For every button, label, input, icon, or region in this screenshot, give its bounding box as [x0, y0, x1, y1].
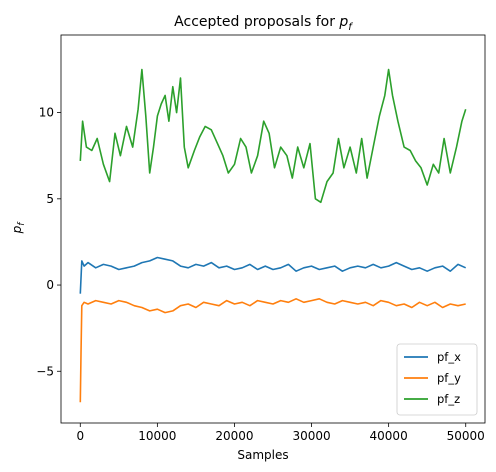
svg-text:pf: pf — [10, 221, 27, 235]
x-tick-label: 40000 — [370, 429, 408, 443]
y-tick-label: 10 — [39, 106, 54, 120]
x-tick-label: 10000 — [138, 429, 176, 443]
y-axis-label: pf — [10, 221, 27, 235]
series-line-pf-z — [79, 68, 467, 204]
axes-frame — [60, 34, 486, 424]
legend-label: pf_y — [437, 371, 461, 385]
y-tick-label: 5 — [46, 192, 54, 206]
x-tick-label: 30000 — [292, 429, 330, 443]
y-tick-label: −5 — [36, 364, 54, 378]
y-tick-label: 0 — [46, 278, 54, 292]
legend-label: pf_x — [437, 350, 461, 364]
series-line-pf-y — [79, 297, 466, 403]
series-line-pf-x — [79, 256, 467, 294]
y-axis-ticks: −5 0 5 10 — [36, 106, 61, 378]
chart-title: Accepted proposals for pf — [174, 14, 353, 33]
x-axis-label: Samples — [237, 448, 288, 462]
legend-label: pf_z — [437, 392, 460, 406]
x-tick-label: 50000 — [447, 429, 485, 443]
x-tick-label: 20000 — [215, 429, 253, 443]
series-layer — [79, 68, 467, 403]
legend-box — [396, 343, 478, 416]
legend: pf_x pf_y pf_z — [396, 343, 478, 416]
x-axis-ticks: 0 10000 20000 30000 40000 50000 — [76, 423, 485, 443]
svg-text:Accepted proposals for pf: Accepted proposals for pf — [174, 14, 353, 33]
x-tick-label: 0 — [76, 429, 84, 443]
